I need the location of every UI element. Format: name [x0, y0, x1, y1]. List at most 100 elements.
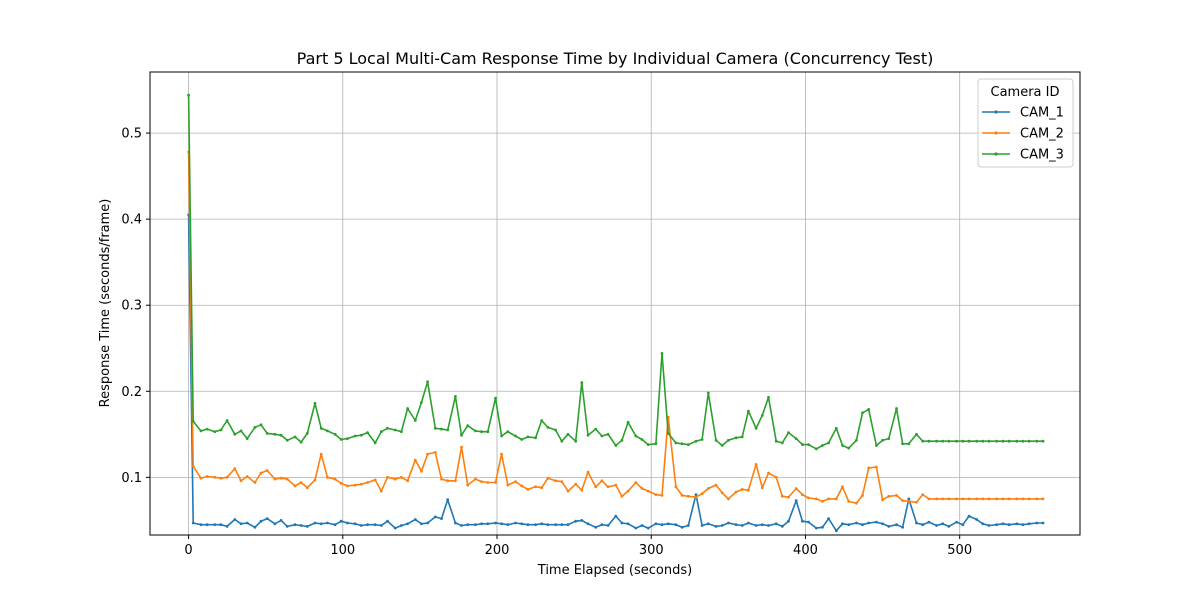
data-point	[1007, 439, 1011, 443]
data-point	[1015, 439, 1019, 443]
data-point	[975, 518, 979, 521]
data-point	[359, 524, 363, 527]
data-point	[213, 430, 217, 434]
data-point	[841, 444, 844, 447]
data-point	[1041, 439, 1045, 443]
y-tick-label: 0.3	[121, 299, 142, 314]
data-point	[580, 519, 584, 522]
data-point	[313, 401, 317, 405]
data-point	[500, 522, 503, 526]
data-point	[279, 476, 283, 480]
data-point	[760, 414, 764, 417]
data-point	[887, 525, 891, 528]
series-lines	[187, 93, 1045, 533]
data-point	[941, 497, 945, 501]
data-point	[700, 492, 704, 496]
data-point	[794, 499, 798, 502]
data-point	[199, 523, 203, 527]
data-point	[560, 523, 564, 527]
data-point	[225, 419, 229, 422]
data-point	[420, 469, 423, 473]
legend-marker	[994, 110, 998, 114]
data-point	[293, 484, 297, 488]
data-point	[546, 523, 550, 527]
data-point	[514, 521, 517, 525]
data-point	[526, 523, 530, 527]
data-point	[935, 497, 938, 501]
data-point	[720, 524, 724, 527]
data-point	[233, 432, 237, 436]
data-point	[640, 487, 644, 490]
data-point	[319, 426, 323, 430]
data-point	[614, 514, 618, 518]
data-point	[660, 523, 664, 527]
data-point	[915, 521, 918, 525]
data-point	[987, 439, 991, 443]
data-point	[446, 498, 450, 502]
data-point	[273, 522, 277, 526]
data-point	[346, 484, 349, 488]
data-point	[720, 491, 724, 495]
data-point	[580, 488, 584, 492]
data-point	[727, 521, 730, 525]
data-point	[420, 401, 423, 404]
data-point	[494, 396, 497, 400]
data-point	[259, 471, 263, 475]
data-point	[333, 523, 337, 527]
x-tick-label: 0	[184, 543, 192, 558]
data-point	[955, 497, 958, 501]
data-point	[787, 431, 790, 434]
data-point	[460, 524, 463, 527]
data-point	[927, 520, 931, 524]
data-point	[660, 494, 664, 497]
data-point	[580, 381, 584, 385]
data-point	[967, 497, 971, 501]
data-point	[961, 523, 965, 527]
data-point	[606, 432, 610, 436]
data-point	[245, 437, 249, 440]
data-point	[265, 432, 269, 435]
legend: Camera ID CAM_1 CAM_2 CAM_3	[977, 78, 1074, 168]
data-point	[895, 407, 898, 410]
data-point	[767, 471, 770, 475]
data-point	[774, 475, 778, 479]
data-point	[460, 433, 463, 437]
data-point	[606, 524, 610, 527]
data-point	[801, 443, 804, 446]
data-point	[319, 522, 323, 526]
data-point	[506, 430, 510, 434]
data-point	[466, 424, 470, 428]
data-point	[654, 522, 658, 526]
data-point	[494, 481, 497, 484]
legend-label: CAM_2	[1020, 127, 1064, 142]
data-point	[674, 441, 678, 445]
data-point	[506, 523, 510, 527]
data-point	[774, 439, 778, 443]
data-point	[454, 521, 457, 525]
data-point	[794, 487, 798, 490]
data-point	[259, 423, 263, 427]
data-point	[774, 522, 778, 526]
data-point	[433, 426, 437, 430]
data-point	[626, 489, 630, 493]
data-point	[514, 480, 517, 483]
data-point	[413, 518, 417, 521]
data-point	[975, 497, 979, 501]
data-point	[666, 522, 670, 526]
data-point	[520, 484, 524, 488]
data-point	[534, 436, 537, 440]
data-point	[406, 407, 409, 410]
data-point	[245, 475, 249, 478]
data-point	[861, 494, 864, 497]
data-point	[821, 444, 824, 447]
data-point	[500, 434, 503, 438]
data-point	[265, 517, 269, 520]
data-point	[901, 499, 904, 502]
data-point	[907, 497, 911, 501]
legend-box	[977, 78, 1074, 168]
data-point	[486, 430, 490, 434]
data-point	[760, 486, 764, 490]
data-point	[506, 483, 510, 487]
data-point	[941, 439, 945, 443]
data-point	[373, 441, 377, 445]
